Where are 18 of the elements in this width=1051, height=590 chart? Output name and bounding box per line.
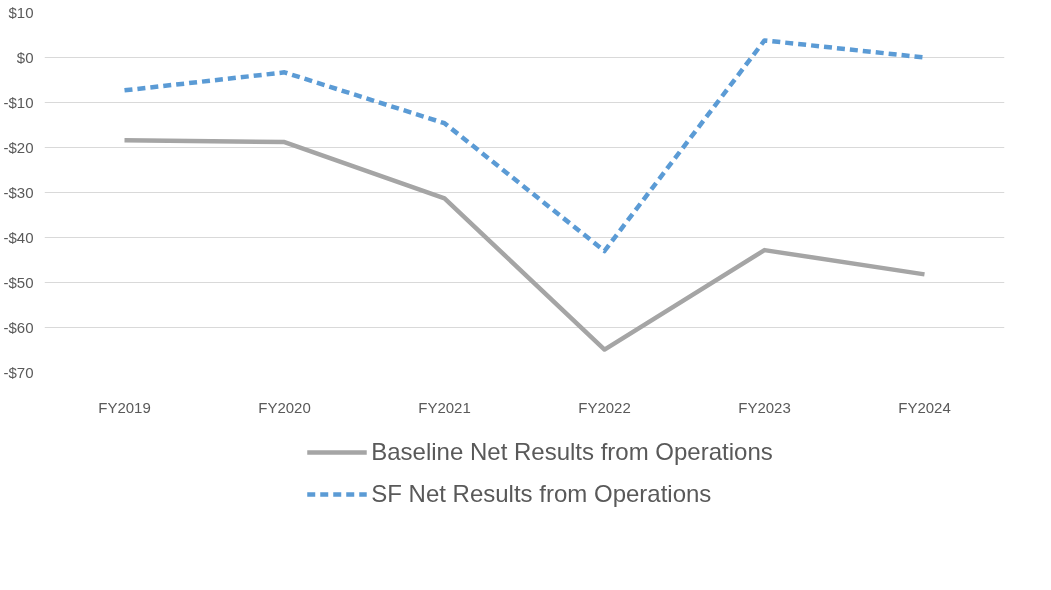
y-tick-label: -$10 xyxy=(3,94,34,111)
x-tick-label: FY2023 xyxy=(738,398,791,416)
y-tick-label: -$60 xyxy=(3,319,34,336)
x-tick-label: FY2020 xyxy=(258,398,311,416)
y-tick-label: -$40 xyxy=(3,229,34,246)
line-series xyxy=(122,138,927,352)
x-tick-label: FY2022 xyxy=(578,398,631,416)
y-tick-label: -$70 xyxy=(3,364,34,381)
x-tick-label: FY2021 xyxy=(418,398,471,416)
y-tick-label: -$50 xyxy=(3,274,34,291)
y-tick-label: $10 xyxy=(8,4,34,21)
legend-label: SF Net Results from Operations xyxy=(371,480,712,508)
y-tick-label: -$30 xyxy=(3,184,34,201)
y-tick-label: $0 xyxy=(16,49,34,66)
legend-label: Baseline Net Results from Operations xyxy=(371,438,773,466)
x-tick-label: FY2024 xyxy=(898,398,951,416)
y-tick-label: -$20 xyxy=(3,139,34,156)
x-tick-label: FY2019 xyxy=(98,398,151,416)
